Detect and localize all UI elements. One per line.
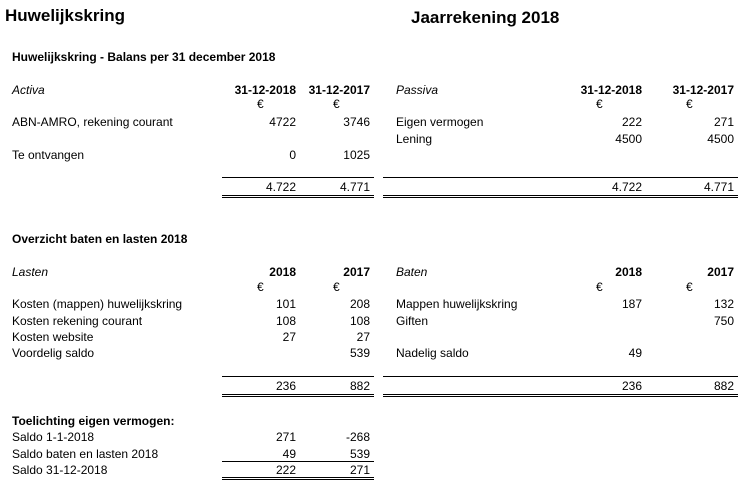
org-title: Huwelijkskring	[5, 6, 125, 25]
equity-row-value: 271	[275, 430, 296, 444]
baten-total-1: 236	[621, 379, 642, 393]
equity-row-value: 49	[282, 447, 296, 461]
activa-total-rule	[222, 177, 374, 178]
activa-row-value: 4722	[269, 115, 296, 129]
baten-label: Baten	[396, 265, 428, 279]
baten-row-value: 187	[621, 297, 642, 311]
equity-row-label: Saldo 31-12-2018	[12, 463, 108, 477]
activa-row-value: 1025	[343, 148, 370, 162]
passiva-row-label: Lening	[396, 132, 433, 146]
lasten-row-value: 27	[282, 330, 296, 344]
equity-double-rule	[222, 479, 374, 480]
baten-double-rule	[383, 394, 738, 395]
baten-total-2: 882	[713, 379, 734, 393]
passiva-row-label: Eigen vermogen	[396, 115, 484, 129]
passiva-col1-header: 31-12-2018	[580, 83, 642, 97]
activa-currency-1: €	[257, 97, 264, 111]
activa-row-value: 0	[289, 148, 296, 162]
lasten-row-value: 108	[275, 314, 296, 328]
lasten-currency-2: €	[333, 280, 340, 294]
lasten-double-rule	[222, 394, 374, 395]
equity-heading: Toelichting eigen vermogen:	[12, 414, 175, 428]
activa-label: Activa	[12, 83, 45, 97]
passiva-currency-1: €	[596, 97, 603, 111]
equity-row-value: 271	[349, 463, 370, 477]
baten-row-label: Nadelig saldo	[396, 346, 469, 360]
passiva-total-rule	[383, 177, 738, 178]
activa-total-2: 4.771	[339, 180, 370, 194]
lasten-col1-header: 2018	[269, 265, 296, 279]
baten-total-rule	[383, 376, 738, 377]
lasten-double-rule	[222, 396, 374, 397]
baten-row-label: Giften	[396, 314, 429, 328]
lasten-col2-header: 2017	[343, 265, 370, 279]
activa-double-rule	[222, 197, 374, 198]
equity-row-label: Saldo baten en lasten 2018	[12, 447, 159, 461]
passiva-row-value: 222	[621, 115, 642, 129]
activa-col1-header: 31-12-2018	[234, 83, 296, 97]
activa-double-rule	[222, 195, 374, 196]
lasten-row-value: 108	[349, 314, 370, 328]
activa-total-1: 4.722	[265, 180, 296, 194]
baten-col2-header: 2017	[707, 265, 734, 279]
baten-double-rule	[383, 396, 738, 397]
lasten-row-value: 208	[349, 297, 370, 311]
lasten-row-label: Kosten website	[12, 330, 94, 344]
overview-heading: Overzicht baten en lasten 2018	[12, 232, 188, 246]
baten-currency-2: €	[686, 280, 693, 294]
passiva-total-2: 4.771	[703, 180, 734, 194]
baten-row-value: 49	[628, 346, 642, 360]
passiva-row-value: 4500	[615, 132, 642, 146]
baten-currency-1: €	[596, 280, 603, 294]
activa-col2-header: 31-12-2017	[308, 83, 370, 97]
equity-row-value: 539	[349, 447, 370, 461]
baten-row-value: 132	[713, 297, 734, 311]
lasten-row-label: Voordelig saldo	[12, 346, 95, 360]
passiva-double-rule	[383, 195, 738, 196]
passiva-row-value: 4500	[707, 132, 734, 146]
equity-row-label: Saldo 1-1-2018	[12, 430, 95, 444]
activa-row-label: ABN-AMRO, rekening courant	[12, 115, 173, 129]
lasten-row-value: 27	[356, 330, 370, 344]
lasten-row-value: 101	[275, 297, 296, 311]
activa-row-label: Te ontvangen	[12, 148, 85, 162]
baten-row-value: 750	[713, 314, 734, 328]
equity-double-rule	[222, 477, 374, 478]
lasten-total-rule	[222, 376, 374, 377]
lasten-currency-1: €	[257, 280, 264, 294]
lasten-label: Lasten	[12, 265, 49, 279]
lasten-row-label: Kosten (mappen) huwelijkskring	[12, 297, 183, 311]
page-title: Jaarrekening 2018	[411, 8, 560, 27]
activa-currency-2: €	[333, 97, 340, 111]
baten-col1-header: 2018	[615, 265, 642, 279]
baten-row-label: Mappen huwelijkskring	[396, 297, 518, 311]
passiva-label: Passiva	[396, 83, 439, 97]
lasten-row-value: 539	[349, 346, 370, 360]
passiva-total-1: 4.722	[611, 180, 642, 194]
lasten-row-label: Kosten rekening courant	[12, 314, 143, 328]
lasten-total-2: 882	[349, 379, 370, 393]
balance-heading: Huwelijkskring - Balans per 31 december …	[12, 50, 276, 64]
lasten-total-1: 236	[275, 379, 296, 393]
passiva-double-rule	[383, 197, 738, 198]
passiva-col2-header: 31-12-2017	[672, 83, 734, 97]
passiva-row-value: 271	[713, 115, 734, 129]
equity-row-value: 222	[275, 463, 296, 477]
passiva-currency-2: €	[686, 97, 693, 111]
equity-row-value: -268	[345, 430, 370, 444]
activa-row-value: 3746	[343, 115, 370, 129]
equity-sum-rule	[222, 461, 374, 462]
